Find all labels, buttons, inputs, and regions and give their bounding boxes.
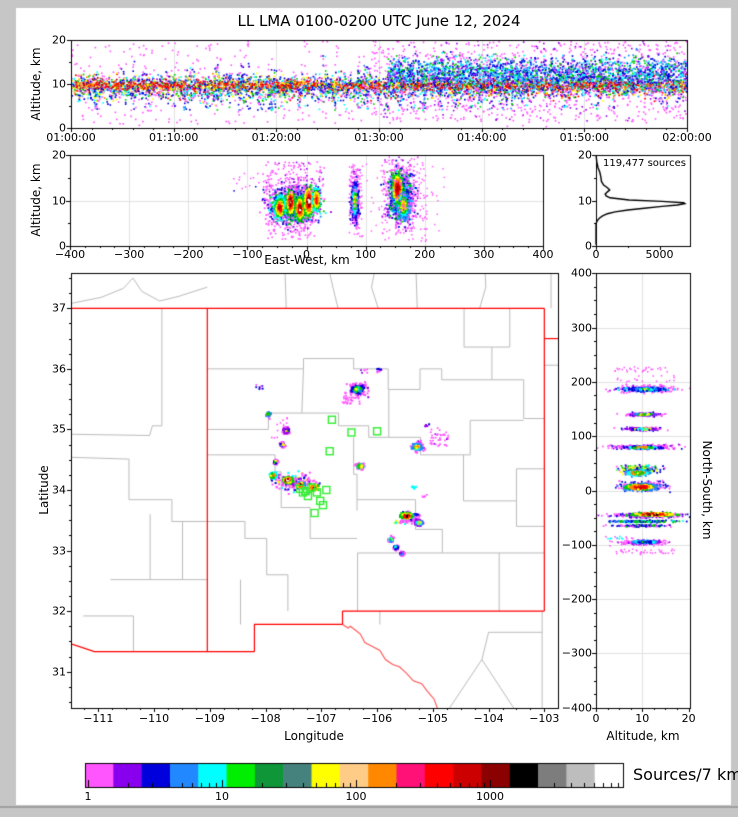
ns_height-ytick-label: −200	[561, 592, 592, 606]
ew_height-xtick-label: −400	[54, 248, 86, 261]
ew_height-xtick-label: 300	[473, 248, 495, 261]
time_height-xtick-label: 01:20:00	[251, 131, 302, 144]
ew-panel-xlabel: East-West, km	[264, 253, 350, 267]
ns-panel-ylabel: North-South, km	[700, 440, 714, 540]
time_height-xtick-label: 01:40:00	[456, 131, 507, 144]
ns_height-xtick-label: 0	[592, 712, 600, 725]
plan_map-xtick-label: −111	[83, 712, 114, 725]
plan_map-ytick-label: 34	[52, 483, 66, 497]
ns_height-ytick-label: −300	[561, 646, 592, 660]
ew_height-xtick-label: 400	[532, 248, 554, 261]
ew_height-ytick-label: 20	[52, 148, 66, 162]
figure-title: LL LMA 0100-0200 UTC June 12, 2024	[237, 12, 521, 30]
ns_height-ytick-label: 300	[571, 321, 592, 335]
plan_map-xtick-label: −108	[250, 712, 281, 725]
time_height-ytick-label: 10	[52, 77, 66, 91]
plan_map-ytick-label: 31	[52, 665, 66, 679]
ns-panel-xlabel: Altitude, km	[606, 729, 680, 743]
ew_height-xtick-label: 200	[414, 248, 436, 261]
colorbar-tick-label: 1000	[476, 790, 504, 803]
ns_height-ytick-label: −100	[561, 538, 592, 552]
plan_map-xtick-label: −110	[138, 712, 170, 725]
ns_height-ytick-label: 200	[571, 375, 592, 389]
time_height-xtick-label: 01:30:00	[354, 131, 404, 144]
time_height-ytick-label: 20	[52, 33, 66, 47]
ew_height-xtick-label: 100	[355, 248, 377, 261]
ew_height-xtick-label: 0	[303, 248, 310, 261]
time_height-xtick-label: 01:00:00	[46, 131, 96, 144]
alt_histogram-ytick-label: 20	[578, 148, 592, 162]
alt_histogram-xtick-label: 5000	[645, 248, 674, 261]
ew_height-xtick-label: −300	[114, 248, 145, 261]
plan_map-xtick-label: −107	[306, 712, 337, 725]
ew_height-ytick-label: 10	[52, 194, 66, 207]
ew_height-xtick-label: −100	[232, 248, 263, 261]
ew-panel-ylabel: Altitude, km	[29, 163, 43, 237]
time_height-xtick-label: 01:10:00	[148, 131, 199, 144]
ew_height-xtick-label: −200	[173, 248, 204, 261]
plan_map-xtick-label: −103	[529, 712, 560, 725]
alt_histogram-xtick-label: 0	[592, 248, 600, 261]
ns_height-xtick-label: 10	[635, 712, 650, 725]
alt_histogram-ytick-label: 0	[585, 239, 592, 253]
ns_height-xtick-label: 20	[681, 712, 696, 725]
plan_map-ytick-label: 37	[52, 301, 66, 315]
plan_map-xtick-label: −104	[473, 712, 504, 725]
colorbar-tick-label: 10	[215, 790, 229, 803]
ew_height-ytick-label: 0	[59, 239, 66, 253]
time-panel-ylabel: Altitude, km	[29, 47, 43, 121]
plan_map-xtick-label: −106	[361, 712, 393, 725]
plan_map-ytick-label: 36	[52, 362, 66, 376]
map-ylabel: Latitude	[37, 465, 51, 515]
time_height-ytick-label: 0	[59, 121, 66, 135]
colorbar-tick-label: 100	[345, 790, 367, 803]
colorbar-tick-label: 1	[84, 790, 92, 803]
plan_map-xtick-label: −105	[417, 712, 448, 725]
plan_map-xtick-label: −109	[194, 712, 225, 725]
ns_height-ytick-label: 0	[585, 484, 592, 497]
plan_map-ytick-label: 32	[52, 604, 66, 618]
alt_histogram-ytick-label: 10	[578, 194, 592, 207]
time_height-xtick-label: 01:50:00	[559, 131, 610, 144]
plan_map-ytick-label: 35	[52, 422, 66, 436]
plan_map-ytick-label: 33	[52, 544, 66, 558]
ns_height-ytick-label: −400	[561, 701, 592, 715]
ns_height-ytick-label: 100	[571, 429, 592, 443]
colorbar-label: Sources/7 km²	[633, 765, 738, 784]
map-xlabel: Longitude	[284, 729, 344, 743]
source-count-annotation: 119,477 sources	[603, 158, 686, 169]
ns_height-ytick-label: 400	[571, 266, 592, 280]
time_height-xtick-label: 02:00:00	[662, 131, 712, 144]
